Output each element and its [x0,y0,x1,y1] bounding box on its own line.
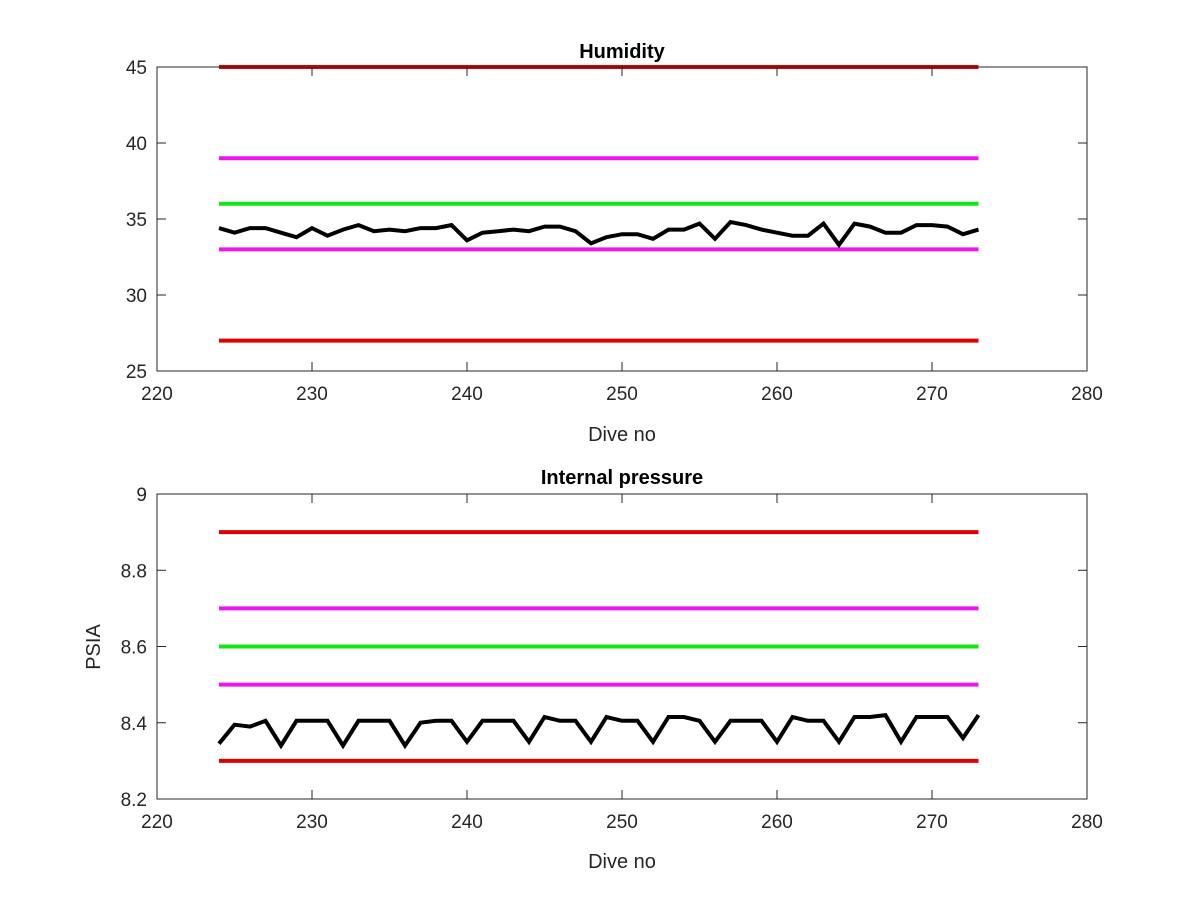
humidity-y-tick-label: 30 [126,286,147,307]
humidity-y-tick-label: 25 [126,362,147,383]
pressure-x-tick-label: 250 [606,812,638,833]
humidity-x-tick-label: 260 [761,384,793,405]
pressure-x-tick-label: 260 [761,812,793,833]
pressure-plot-area [217,530,981,763]
humidity-x-tick-label: 220 [141,384,173,405]
pressure-x-tick-label: 230 [296,812,328,833]
humidity-subplot: 220 230 240 250 260 270 280 25 30 35 40 45 Humidity… [126,41,1103,446]
pressure-x-tick-label: 270 [916,812,948,833]
pressure-y-tick-label: 8.8 [121,561,147,582]
pressure-x-tick-label: 220 [141,812,173,833]
humidity-x-tick-label: 230 [296,384,328,405]
humidity-y-tick-label: 40 [126,134,147,155]
pressure-y-axis-label: PSIA [83,624,105,670]
pressure-subplot: 220 230 240 250 260 270 280 8.2 8.4 8.6 8.8 9 Inter… [83,467,1103,873]
pressure-series-line-0 [217,712,981,750]
humidity-x-tick-label: 280 [1071,384,1103,405]
pressure-x-tick-label: 280 [1071,812,1103,833]
humidity-x-tick-label: 270 [916,384,948,405]
pressure-x-axis-label: Dive no [588,851,656,873]
pressure-x-tick-label: 240 [451,812,483,833]
pressure-y-tick-label: 8.2 [121,790,147,811]
humidity-series-line-0 [218,219,980,249]
humidity-x-axis-label: Dive no [588,424,656,446]
pressure-ticks: 220 230 240 250 260 270 280 8.2 8.4 8.6 8.8 9 [121,485,1103,833]
pressure-y-tick-label: 8.6 [121,638,147,659]
humidity-y-tick-label: 35 [126,210,147,231]
humidity-x-tick-label: 250 [606,384,638,405]
pressure-y-tick-label: 9 [136,485,147,506]
humidity-title: Humidity [579,41,665,63]
pressure-title: Internal pressure [541,467,703,489]
humidity-y-tick-label: 45 [126,58,147,79]
humidity-x-tick-label: 240 [451,384,483,405]
humidity-ticks: 220 230 240 250 260 270 280 25 30 35 40 45 [126,58,1103,405]
pressure-y-tick-label: 8.4 [121,714,148,735]
